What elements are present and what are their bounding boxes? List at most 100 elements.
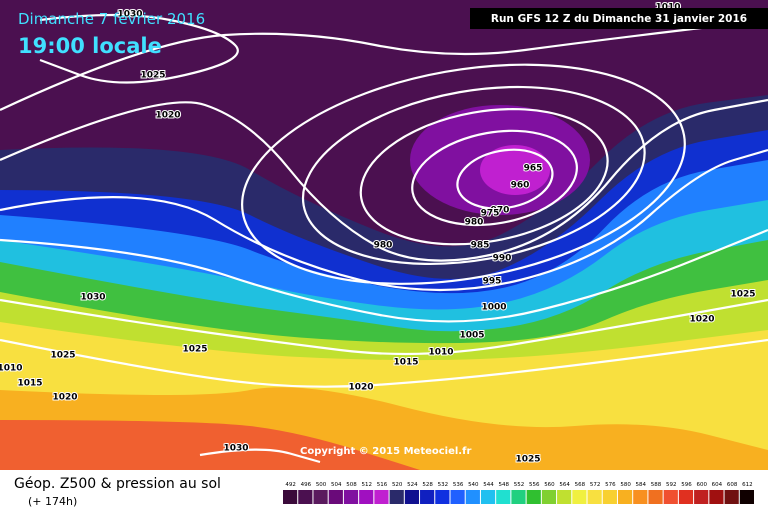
scale-swatch <box>496 490 511 504</box>
isobar-label: 1015 <box>17 379 42 389</box>
scale-label: 576 <box>605 482 616 488</box>
scale-swatch <box>694 490 709 504</box>
run-box <box>470 8 768 29</box>
scale-label: 556 <box>529 482 540 488</box>
scale-label: 572 <box>590 482 601 488</box>
scale-label: 568 <box>575 482 586 488</box>
isobar-label: 970 <box>491 206 510 216</box>
scale-swatch <box>465 490 480 504</box>
scale-label: 592 <box>666 482 677 488</box>
isobar <box>411 129 578 227</box>
scale-label: 492 <box>285 482 296 488</box>
isobar-label: 965 <box>524 164 543 174</box>
scale-label: 528 <box>422 482 433 488</box>
scale-label: 564 <box>559 482 570 488</box>
scale-swatch <box>359 490 374 504</box>
scale-swatch <box>404 490 420 504</box>
isobar <box>0 98 768 262</box>
isobar-label: 1020 <box>348 383 373 393</box>
scale-label: 508 <box>346 482 357 488</box>
scale-label: 584 <box>636 482 647 488</box>
run-info: Run GFS 12 Z du Dimanche 31 janvier 2016 <box>491 13 747 25</box>
scale-swatch <box>557 490 572 504</box>
map-date: Dimanche 7 fevrier 2016 <box>18 10 205 28</box>
scale-swatch <box>739 490 754 504</box>
isobar-label: 1010 <box>428 348 453 358</box>
isobar-label: 1020 <box>155 111 180 121</box>
isobar-label: 1025 <box>730 290 755 300</box>
scale-swatch <box>602 490 617 504</box>
isobar-label: 1030 <box>223 444 248 454</box>
scale-swatch <box>343 490 359 504</box>
isobar <box>39 13 239 84</box>
isobar-label: 975 <box>481 209 500 219</box>
scale-label: 504 <box>331 482 342 488</box>
scale-swatch <box>480 490 496 504</box>
footer-lead: (+ 174h) <box>28 495 77 508</box>
scale-label: 548 <box>499 482 510 488</box>
isobar-label: 1025 <box>182 345 207 355</box>
scale-label: 604 <box>712 482 723 488</box>
isobar <box>456 148 554 210</box>
scale-label: 524 <box>407 482 418 488</box>
scale-swatch <box>663 490 678 504</box>
scale-label: 600 <box>696 482 707 488</box>
scale-swatch <box>541 490 557 504</box>
scale-label: 520 <box>392 482 403 488</box>
isobar-label: 985 <box>471 241 490 251</box>
scale-label: 596 <box>681 482 692 488</box>
isobar-label: 1025 <box>140 71 165 81</box>
scale-swatch <box>450 490 465 504</box>
isobars <box>0 13 768 464</box>
isobar-label: 1010 <box>0 364 23 374</box>
isobar <box>199 448 321 464</box>
scale-label: 540 <box>468 482 479 488</box>
map-time: 19:00 locale <box>18 34 162 58</box>
isobar <box>0 148 768 292</box>
isobar <box>241 63 686 285</box>
isobar-label: 995 <box>483 277 502 287</box>
scale-swatch <box>511 490 526 504</box>
scale-label: 496 <box>301 482 312 488</box>
scale-swatch <box>374 490 389 504</box>
scale-swatch <box>648 490 663 504</box>
isobar-label: 1030 <box>117 10 142 20</box>
scale-label: 500 <box>316 482 327 488</box>
isobar-label: 960 <box>511 181 530 191</box>
isobar-label: 1030 <box>80 293 105 303</box>
scale-swatch <box>526 490 541 504</box>
scale-swatch <box>420 490 435 504</box>
scale-label: 588 <box>651 482 662 488</box>
scale-swatch <box>678 490 694 504</box>
isobar-label: 980 <box>465 218 484 228</box>
scale-swatch <box>633 490 648 504</box>
scale-swatch <box>435 490 450 504</box>
footer-title: Géop. Z500 & pression au sol <box>14 476 221 492</box>
scale-label: 580 <box>620 482 631 488</box>
isobar-label: 1020 <box>689 315 714 325</box>
isobar <box>359 108 609 246</box>
band <box>0 420 420 470</box>
scale-label: 552 <box>514 482 525 488</box>
scale-swatch <box>313 490 328 504</box>
isobar-label: 1015 <box>393 358 418 368</box>
scale-label: 612 <box>742 482 753 488</box>
color-scale: 492 496 500 504 508 512 516 520 524 528 532 536 540 5… <box>283 482 754 504</box>
copyright: Copyright © 2015 Meteociel.fr <box>300 446 471 457</box>
scale-swatch <box>572 490 587 504</box>
scale-label: 560 <box>544 482 555 488</box>
scale-label: 536 <box>453 482 464 488</box>
isobar-label: 1005 <box>459 331 484 341</box>
scale-swatch <box>709 490 724 504</box>
isobar <box>0 298 768 356</box>
isobar-label: 980 <box>374 241 393 251</box>
scale-swatch <box>724 490 739 504</box>
low-center <box>480 145 550 195</box>
scale-swatch <box>587 490 602 504</box>
scale-swatch <box>617 490 633 504</box>
scale-swatch <box>283 490 298 504</box>
scale-label: 608 <box>727 482 738 488</box>
